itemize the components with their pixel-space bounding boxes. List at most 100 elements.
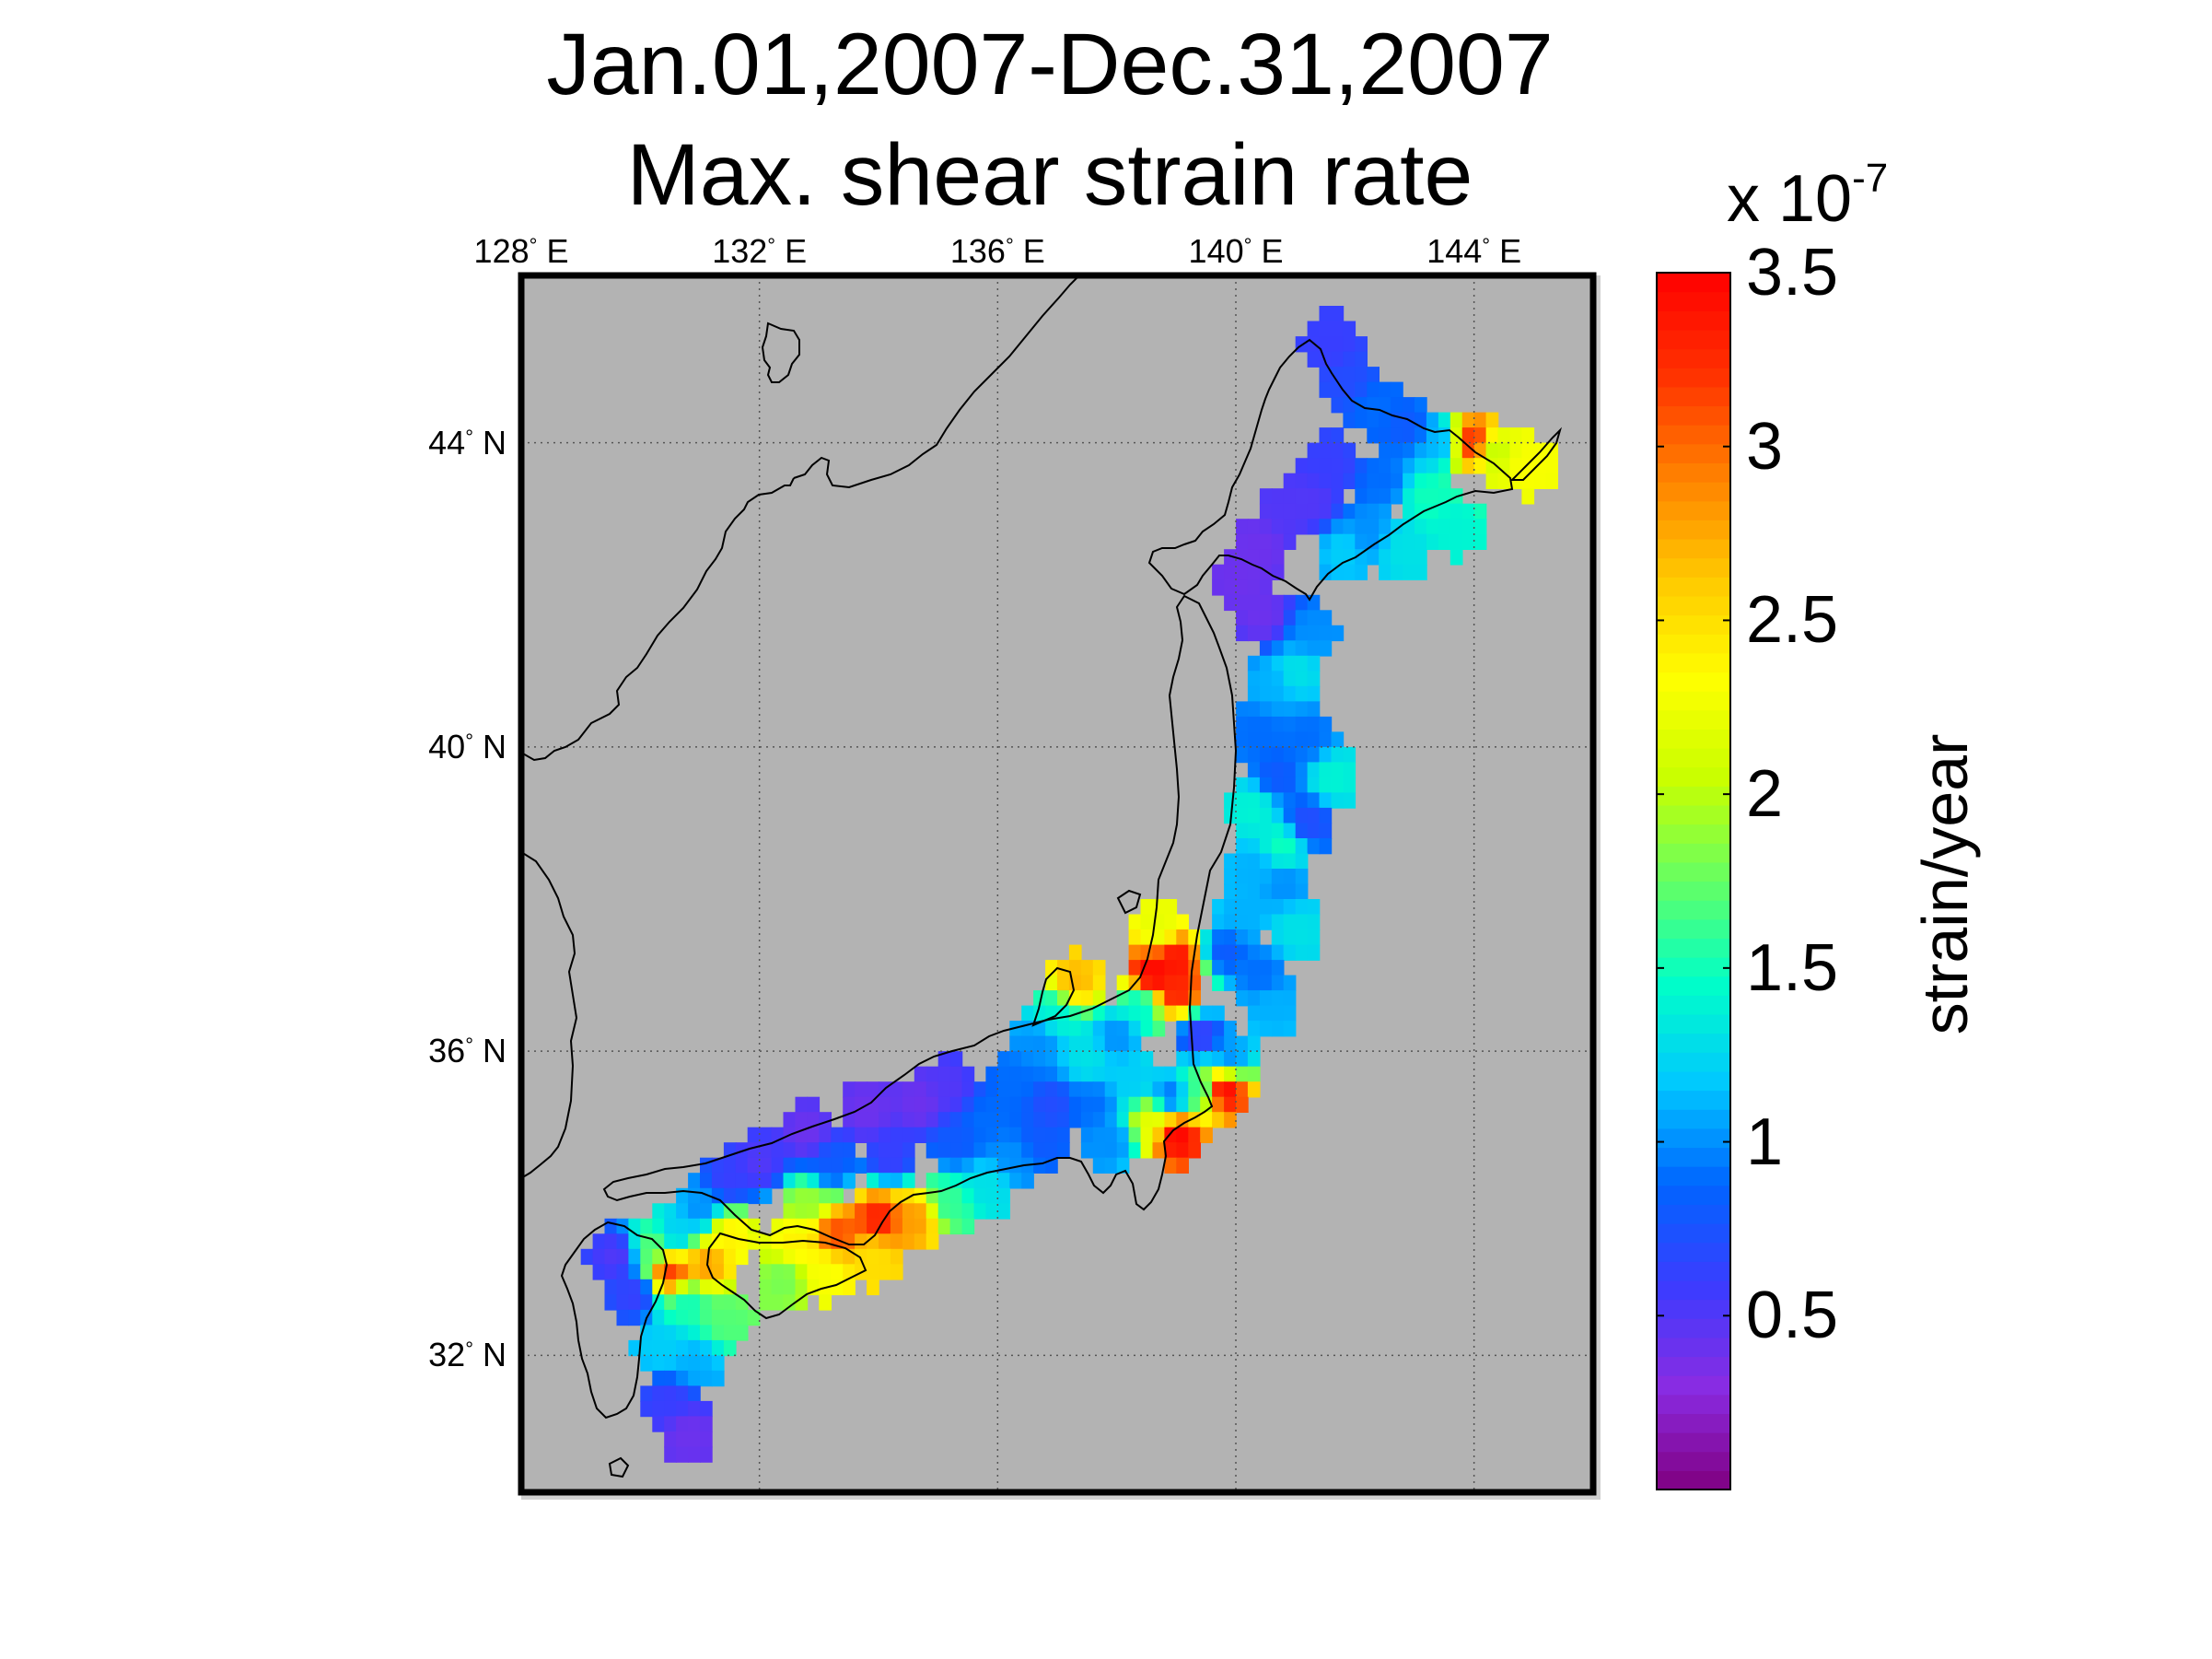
- strain-cell: [1283, 792, 1297, 809]
- strain-cell: [1116, 1142, 1130, 1159]
- strain-cell: [747, 1187, 761, 1205]
- strain-cell: [1200, 960, 1213, 976]
- strain-cell: [688, 1370, 701, 1387]
- strain-cell: [1283, 1021, 1297, 1037]
- strain-cell: [926, 1066, 939, 1082]
- strain-cell: [1236, 883, 1249, 900]
- strain-cell: [1188, 1066, 1201, 1082]
- strain-cell: [1247, 762, 1261, 778]
- strain-cell: [1104, 1112, 1118, 1128]
- strain-cell: [1295, 838, 1309, 855]
- strain-cell: [1343, 762, 1356, 778]
- strain-cell: [1497, 473, 1511, 489]
- strain-cell: [807, 1203, 821, 1220]
- strain-cell: [1164, 1096, 1178, 1113]
- strain-cell: [1057, 1021, 1070, 1037]
- strain-cell: [973, 1157, 987, 1174]
- strain-cell: [1236, 746, 1249, 764]
- colorbar-cell: [1657, 748, 1730, 768]
- strain-cell: [1021, 1081, 1034, 1098]
- strain-cell: [676, 1370, 689, 1387]
- colorbar-cell: [1657, 310, 1730, 331]
- strain-cell: [1152, 1066, 1166, 1082]
- strain-cell: [1259, 777, 1273, 794]
- strain-cell: [1080, 960, 1094, 976]
- strain-cell: [879, 1127, 891, 1143]
- strain-cell: [1164, 944, 1178, 961]
- strain-cell: [914, 1112, 927, 1128]
- strain-cell: [700, 1370, 713, 1387]
- strain-cell: [1343, 321, 1356, 337]
- strain-cell: [879, 1248, 891, 1266]
- strain-cell: [1176, 960, 1189, 976]
- strain-cell: [1509, 427, 1523, 444]
- strain-cell: [890, 1248, 903, 1266]
- strain-cell: [985, 1203, 999, 1220]
- colorbar-cell: [1657, 520, 1730, 540]
- strain-cell: [1236, 929, 1249, 946]
- colorbar-cell: [1657, 443, 1730, 464]
- strain-cell: [902, 1096, 915, 1113]
- strain-cell: [879, 1157, 891, 1174]
- strain-cell: [867, 1127, 879, 1143]
- strain-cell: [867, 1173, 879, 1189]
- strain-cell: [1438, 533, 1451, 550]
- strain-cell: [664, 1400, 677, 1418]
- strain-cell: [1140, 1142, 1154, 1159]
- strain-cell: [1152, 899, 1166, 916]
- strain-cell: [926, 1233, 939, 1250]
- strain-cell: [1212, 1081, 1225, 1098]
- strain-cell: [1367, 503, 1380, 520]
- strain-cell: [914, 1127, 927, 1143]
- strain-cell: [1331, 519, 1345, 535]
- strain-cell: [1080, 975, 1094, 991]
- strain-cell: [1259, 731, 1273, 748]
- strain-cell: [1319, 807, 1333, 824]
- strain-cell: [1188, 1051, 1201, 1068]
- strain-cell: [1367, 367, 1380, 383]
- strain-cell: [807, 1142, 821, 1159]
- strain-cell: [1033, 1112, 1046, 1128]
- strain-cell: [1533, 473, 1546, 489]
- strain-cell: [723, 1294, 737, 1311]
- strain-cell: [1176, 914, 1189, 930]
- colorbar: [1656, 272, 1731, 1490]
- strain-cell: [1307, 792, 1321, 809]
- strain-cell: [1045, 960, 1058, 976]
- coastline-sado: [1116, 889, 1142, 915]
- strain-cell: [1212, 944, 1225, 961]
- strain-cell: [1307, 610, 1321, 626]
- degree-symbol: °: [1243, 234, 1252, 257]
- strain-cell: [1128, 1096, 1142, 1113]
- strain-cell: [1473, 442, 1487, 459]
- strain-cell: [1379, 473, 1391, 489]
- strain-cell: [1259, 610, 1273, 626]
- strain-cell: [1485, 473, 1499, 489]
- colorbar-cell: [1657, 1185, 1730, 1205]
- strain-cell: [771, 1233, 785, 1250]
- coastline-shikoku: [705, 1232, 867, 1320]
- strain-cell: [1319, 564, 1333, 580]
- strain-cell: [1355, 488, 1368, 505]
- strain-cell: [1379, 397, 1391, 414]
- strain-cell: [771, 1279, 785, 1296]
- strain-cell: [1283, 807, 1297, 824]
- strain-cell: [997, 1096, 1010, 1113]
- strain-cell: [1116, 1112, 1130, 1128]
- strain-cell: [1331, 336, 1345, 353]
- strain-cell: [1271, 777, 1285, 794]
- strain-cell: [1116, 1081, 1130, 1098]
- strain-cell: [1295, 944, 1309, 961]
- strain-cell: [1509, 473, 1523, 489]
- strain-cell: [688, 1339, 701, 1357]
- strain-cell: [819, 1187, 832, 1205]
- strain-cell: [1307, 640, 1321, 657]
- strain-cell: [1343, 442, 1356, 459]
- strain-cell: [1271, 899, 1285, 916]
- strain-cell: [914, 1218, 927, 1235]
- strain-cell: [1224, 579, 1237, 596]
- strain-cell: [1224, 960, 1237, 976]
- strain-cell: [795, 1173, 809, 1189]
- strain-cell: [879, 1096, 891, 1113]
- strain-cell: [1259, 519, 1273, 535]
